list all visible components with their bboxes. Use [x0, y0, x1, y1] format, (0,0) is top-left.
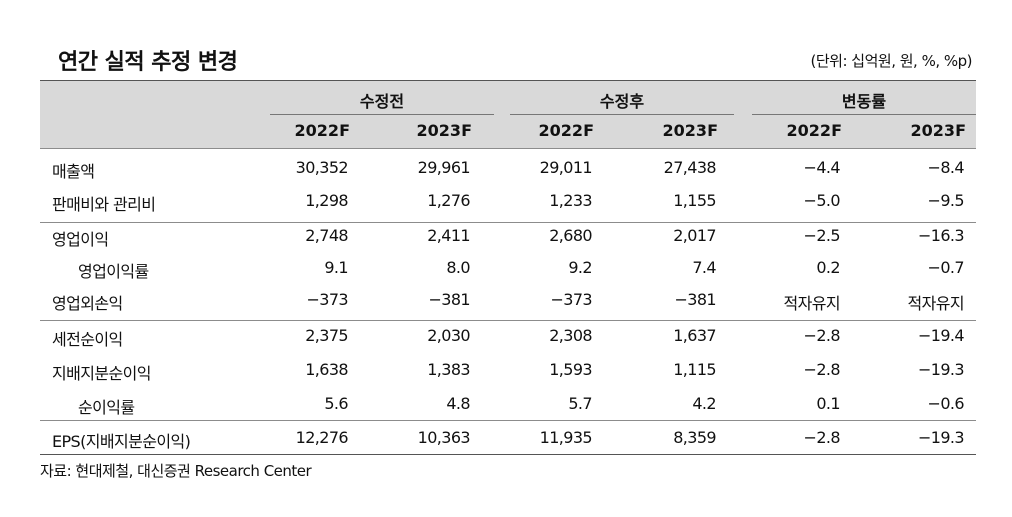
- row-label: 판매비와 관리비: [52, 195, 156, 214]
- table-cell: 적자유지: [907, 294, 965, 313]
- section-divider: [40, 222, 976, 223]
- row-label: 영업이익률: [78, 262, 149, 281]
- table-cell: 1,233: [549, 191, 592, 210]
- table-cell: −5.0: [803, 191, 841, 210]
- table-cell: 0.2: [816, 258, 840, 277]
- row-label: 매출액: [52, 162, 95, 181]
- header-bottom-rule: [40, 148, 976, 149]
- year-header: 2023F: [416, 121, 472, 140]
- table-cell: 2,411: [427, 226, 470, 245]
- table-cell: −381: [674, 290, 716, 309]
- table-cell: −9.5: [927, 191, 965, 210]
- table-cell: 2,680: [549, 226, 592, 245]
- row-label: 세전순이익: [52, 330, 123, 349]
- table-cell: −373: [550, 290, 592, 309]
- table-cell: 1,593: [549, 360, 592, 379]
- table-cell: 2,748: [305, 226, 348, 245]
- group-underline: [510, 114, 734, 115]
- table-cell: 5.7: [568, 394, 592, 413]
- row-label: EPS(지배지분순이익): [52, 432, 191, 451]
- table-cell: −0.6: [927, 394, 965, 413]
- section-divider: [40, 320, 976, 321]
- year-header: 2022F: [294, 121, 350, 140]
- table-cell: 1,637: [673, 326, 716, 345]
- table-cell: 5.6: [324, 394, 348, 413]
- table-cell: −4.4: [803, 158, 841, 177]
- table-cell: 1,155: [673, 191, 716, 210]
- table-cell: 1,298: [305, 191, 348, 210]
- table-cell: 11,935: [539, 428, 593, 447]
- group-header-before: 수정전: [359, 92, 405, 111]
- table-cell: −19.3: [917, 428, 965, 447]
- table-cell: 29,961: [417, 158, 471, 177]
- table-cell: 2,017: [673, 226, 716, 245]
- header-top-rule: [40, 80, 976, 81]
- table-cell: −2.5: [803, 226, 841, 245]
- table-cell: 1,115: [673, 360, 716, 379]
- source-note: 자료: 현대제철, 대신증권 Research Center: [40, 462, 312, 480]
- row-label: 영업외손익: [52, 294, 123, 313]
- table-cell: 1,276: [427, 191, 470, 210]
- table-cell: 1,638: [305, 360, 348, 379]
- table-cell: −2.8: [803, 428, 841, 447]
- table-cell: −16.3: [917, 226, 965, 245]
- table-cell: −2.8: [803, 360, 841, 379]
- table-cell: 7.4: [692, 258, 716, 277]
- year-header: 2023F: [910, 121, 966, 140]
- table-cell: 10,363: [417, 428, 471, 447]
- row-label: 순이익률: [78, 398, 135, 417]
- table-cell: 적자유지: [783, 294, 841, 313]
- table-title: 연간 실적 추정 변경: [58, 50, 238, 75]
- table-cell: −381: [428, 290, 470, 309]
- table-cell: −8.4: [927, 158, 965, 177]
- table-cell: 29,011: [539, 158, 593, 177]
- table-cell: 8.0: [446, 258, 470, 277]
- table-cell: 1,383: [427, 360, 470, 379]
- table-cell: −19.4: [917, 326, 965, 345]
- table-cell: −373: [306, 290, 348, 309]
- table-cell: −0.7: [927, 258, 965, 277]
- table-bottom-rule: [40, 454, 976, 455]
- group-underline: [752, 114, 976, 115]
- table-cell: 30,352: [295, 158, 349, 177]
- year-header: 2023F: [662, 121, 718, 140]
- table-cell: −2.8: [803, 326, 841, 345]
- table-cell: 4.8: [446, 394, 470, 413]
- table-cell: 9.2: [568, 258, 592, 277]
- table-cell: 27,438: [663, 158, 717, 177]
- table-cell: 8,359: [673, 428, 716, 447]
- unit-note: (단위: 십억원, 원, %, %p): [810, 52, 973, 70]
- table-cell: 2,375: [305, 326, 348, 345]
- row-label: 영업이익: [52, 230, 109, 249]
- group-header-after: 수정후: [599, 92, 645, 111]
- table-cell: 9.1: [324, 258, 348, 277]
- section-divider: [40, 420, 976, 421]
- group-underline: [270, 114, 494, 115]
- table-cell: 2,030: [427, 326, 470, 345]
- year-header: 2022F: [786, 121, 842, 140]
- table-cell: 12,276: [295, 428, 349, 447]
- row-label: 지배지분순이익: [52, 364, 151, 383]
- group-header-change: 변동률: [841, 92, 887, 111]
- table-cell: 4.2: [692, 394, 716, 413]
- year-header: 2022F: [538, 121, 594, 140]
- table-cell: 0.1: [816, 394, 840, 413]
- table-cell: 2,308: [549, 326, 592, 345]
- table-cell: −19.3: [917, 360, 965, 379]
